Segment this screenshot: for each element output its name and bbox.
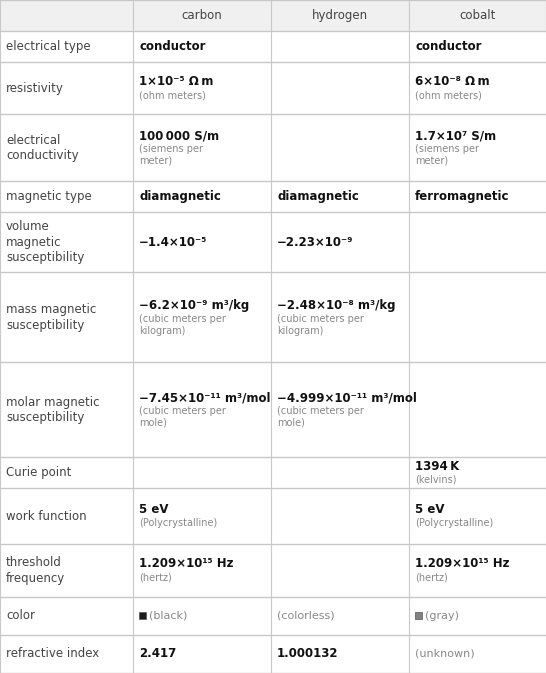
- Text: (ohm meters): (ohm meters): [415, 90, 482, 100]
- Text: (colorless): (colorless): [277, 611, 335, 621]
- Text: molar magnetic
susceptibility: molar magnetic susceptibility: [6, 396, 99, 424]
- Text: conductor: conductor: [415, 40, 482, 53]
- Text: −2.48×10⁻⁸ m³/kg: −2.48×10⁻⁸ m³/kg: [277, 299, 395, 312]
- Text: 1.209×10¹⁵ Hz: 1.209×10¹⁵ Hz: [415, 557, 509, 571]
- Text: 1×10⁻⁵ Ω m: 1×10⁻⁵ Ω m: [139, 75, 213, 88]
- Text: conductor: conductor: [139, 40, 205, 53]
- Text: 2.417: 2.417: [139, 647, 176, 660]
- Text: 5 eV: 5 eV: [415, 503, 444, 516]
- Text: 1.7×10⁷ S/m: 1.7×10⁷ S/m: [415, 129, 496, 143]
- Text: (hertz): (hertz): [139, 572, 172, 582]
- Text: (siemens per
meter): (siemens per meter): [139, 144, 203, 166]
- Text: cobalt: cobalt: [459, 9, 496, 22]
- Bar: [415, 612, 422, 619]
- Text: carbon: carbon: [182, 9, 222, 22]
- Text: Curie point: Curie point: [6, 466, 72, 479]
- Text: −2.23×10⁻⁹: −2.23×10⁻⁹: [277, 236, 353, 249]
- Text: ferromagnetic: ferromagnetic: [415, 190, 509, 203]
- Text: resistivity: resistivity: [6, 82, 64, 95]
- Text: (cubic meters per
mole): (cubic meters per mole): [139, 406, 226, 428]
- Bar: [139, 612, 146, 619]
- Text: −7.45×10⁻¹¹ m³/mol: −7.45×10⁻¹¹ m³/mol: [139, 392, 270, 404]
- Text: volume
magnetic
susceptibility: volume magnetic susceptibility: [6, 221, 85, 264]
- Text: (Polycrystalline): (Polycrystalline): [139, 518, 217, 528]
- Text: 1.000132: 1.000132: [277, 647, 339, 660]
- Text: 6×10⁻⁸ Ω m: 6×10⁻⁸ Ω m: [415, 75, 490, 88]
- Text: (cubic meters per
kilogram): (cubic meters per kilogram): [277, 314, 364, 336]
- Text: (ohm meters): (ohm meters): [139, 90, 206, 100]
- Text: threshold
frequency: threshold frequency: [6, 556, 66, 585]
- Bar: [0, 0, 546, 31]
- Text: electrical
conductivity: electrical conductivity: [6, 133, 79, 162]
- Text: (Polycrystalline): (Polycrystalline): [415, 518, 493, 528]
- Text: (unknown): (unknown): [415, 649, 474, 659]
- Text: mass magnetic
susceptibility: mass magnetic susceptibility: [6, 304, 96, 332]
- Text: (siemens per
meter): (siemens per meter): [415, 144, 479, 166]
- Text: 5 eV: 5 eV: [139, 503, 169, 516]
- Text: 1.209×10¹⁵ Hz: 1.209×10¹⁵ Hz: [139, 557, 234, 571]
- Text: (cubic meters per
mole): (cubic meters per mole): [277, 406, 364, 428]
- Text: (hertz): (hertz): [415, 572, 448, 582]
- Text: −1.4×10⁻⁵: −1.4×10⁻⁵: [139, 236, 207, 249]
- Text: 1394 K: 1394 K: [415, 460, 459, 473]
- Text: refractive index: refractive index: [6, 647, 99, 660]
- Text: (black): (black): [149, 611, 187, 621]
- Text: diamagnetic: diamagnetic: [139, 190, 221, 203]
- Text: (gray): (gray): [425, 611, 459, 621]
- Text: color: color: [6, 609, 35, 623]
- Text: −4.999×10⁻¹¹ m³/mol: −4.999×10⁻¹¹ m³/mol: [277, 392, 417, 404]
- Text: diamagnetic: diamagnetic: [277, 190, 359, 203]
- Text: −6.2×10⁻⁹ m³/kg: −6.2×10⁻⁹ m³/kg: [139, 299, 250, 312]
- Text: work function: work function: [6, 509, 87, 522]
- Text: (kelvins): (kelvins): [415, 474, 456, 485]
- Text: (cubic meters per
kilogram): (cubic meters per kilogram): [139, 314, 226, 336]
- Text: 100 000 S/m: 100 000 S/m: [139, 129, 219, 143]
- Text: electrical type: electrical type: [6, 40, 91, 53]
- Text: hydrogen: hydrogen: [312, 9, 368, 22]
- Text: magnetic type: magnetic type: [6, 190, 92, 203]
